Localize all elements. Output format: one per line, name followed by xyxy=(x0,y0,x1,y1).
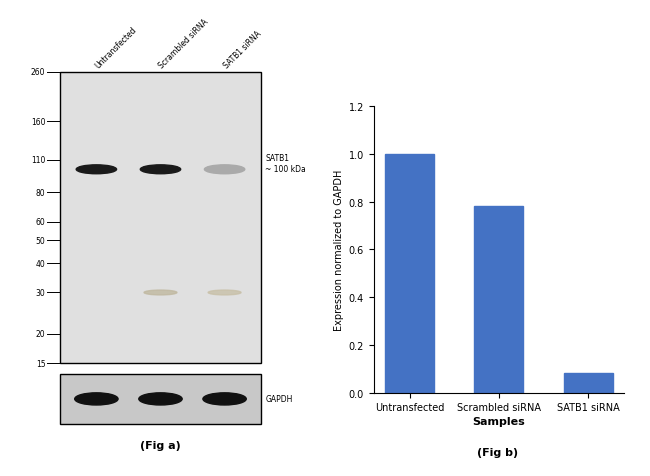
Text: 20: 20 xyxy=(36,330,46,339)
Text: 40: 40 xyxy=(36,259,46,268)
Ellipse shape xyxy=(139,393,182,405)
Text: (Fig b): (Fig b) xyxy=(476,447,518,457)
Ellipse shape xyxy=(144,290,177,295)
Ellipse shape xyxy=(75,393,118,405)
Y-axis label: Expression normalized to GAPDH: Expression normalized to GAPDH xyxy=(335,169,344,330)
Text: 160: 160 xyxy=(31,118,46,127)
Text: GAPDH: GAPDH xyxy=(265,395,292,404)
Text: Scrambled siRNA: Scrambled siRNA xyxy=(157,18,211,70)
Text: 110: 110 xyxy=(31,156,46,165)
Ellipse shape xyxy=(208,290,241,295)
Text: SATB1
~ 100 kDa: SATB1 ~ 100 kDa xyxy=(265,154,306,174)
Text: SATB1 siRNA: SATB1 siRNA xyxy=(222,30,263,70)
Text: 60: 60 xyxy=(36,218,46,227)
Bar xyxy=(564,374,612,393)
Ellipse shape xyxy=(204,166,245,174)
Bar xyxy=(60,72,261,364)
Text: 260: 260 xyxy=(31,68,46,77)
Ellipse shape xyxy=(203,393,246,405)
Text: (Fig a): (Fig a) xyxy=(140,441,181,450)
Bar xyxy=(474,207,523,393)
Text: 15: 15 xyxy=(36,359,46,368)
Text: 30: 30 xyxy=(36,288,46,298)
Ellipse shape xyxy=(76,166,116,174)
Text: 80: 80 xyxy=(36,188,46,197)
Ellipse shape xyxy=(140,166,181,174)
Text: 50: 50 xyxy=(36,236,46,245)
X-axis label: Samples: Samples xyxy=(473,416,525,426)
Bar xyxy=(385,155,434,393)
Bar xyxy=(60,374,261,425)
Text: Untransfected: Untransfected xyxy=(94,26,138,70)
